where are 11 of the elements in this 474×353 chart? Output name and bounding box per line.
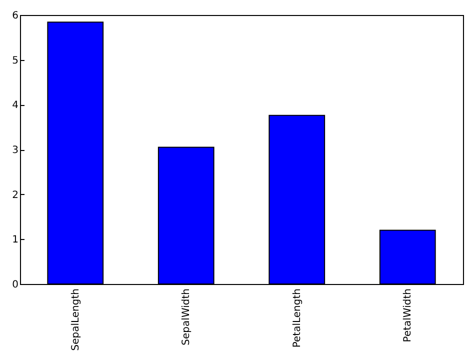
y-tick-label: 3: [12, 145, 18, 156]
y-tick-label: 5: [12, 55, 18, 66]
x-tick-label: SepalWidth: [181, 288, 192, 346]
x-tick-label: PetalLength: [292, 288, 303, 348]
y-tick-label: 0: [12, 280, 18, 290]
y-tick-label: 2: [12, 190, 18, 201]
x-tick-label: PetalWidth: [402, 288, 414, 342]
y-tick-label: 4: [12, 100, 18, 112]
x-tick-label: SepalLength: [70, 288, 82, 351]
y-tick-label: 6: [12, 10, 18, 22]
y-tick-label: 1: [12, 234, 18, 246]
